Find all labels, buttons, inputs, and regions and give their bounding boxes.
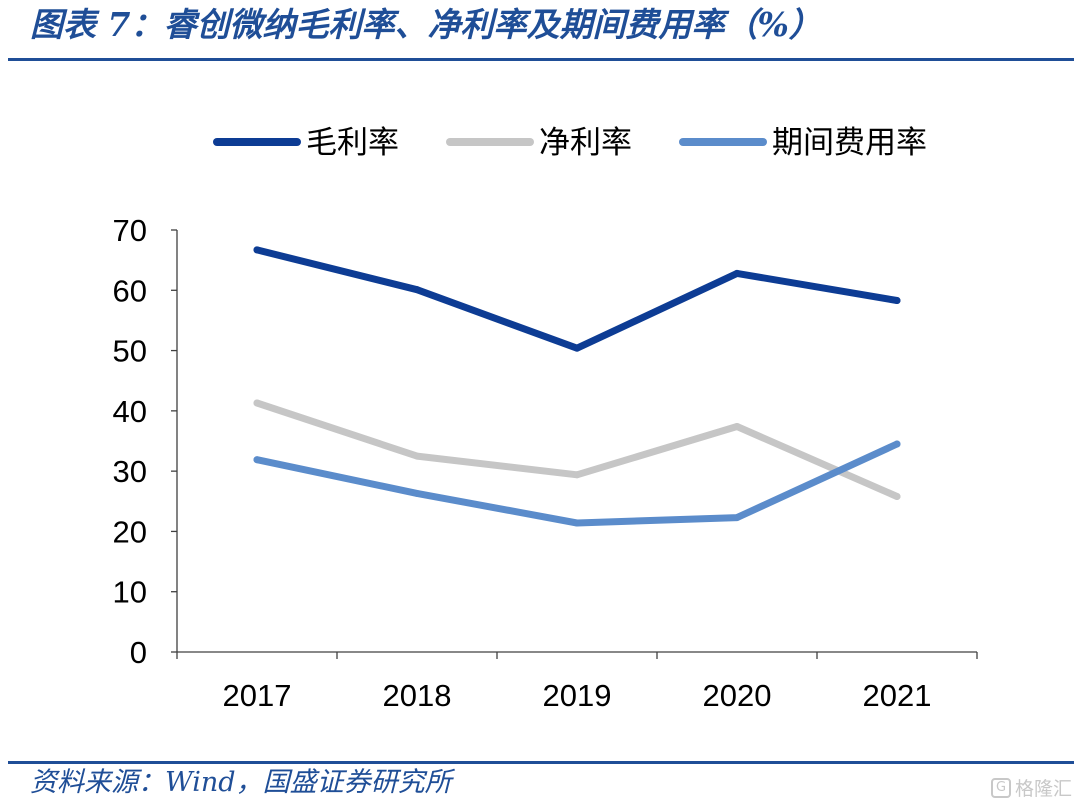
x-tick-label: 2021 [863,678,932,713]
series-0-point [573,344,581,352]
x-tick-label: 2017 [223,678,292,713]
series-0-point [893,297,901,305]
watermark-text: 格隆汇 [1014,778,1072,800]
chart-title: 图表 7：睿创微纳毛利率、净利率及期间费用率（%） [30,5,822,44]
title-divider [8,58,1074,61]
series-1-point [893,492,901,500]
series-1-point [253,399,261,407]
series-0-point [413,286,421,294]
line-chart: 毛利率 净利率 期间费用率 0 10 20 30 40 50 60 70 2017 2018 2019 2… [113,125,978,713]
source-note: 资料来源：Wind，国盛证券研究所 [30,767,452,798]
series-1-point [413,452,421,460]
series-0-point [733,269,741,277]
chart-series [253,246,901,527]
series-2-point [573,519,581,527]
chart-axes: 0 10 20 30 40 50 60 70 2017 2018 2019 2020 2021 [113,213,978,713]
y-tick-label: 10 [113,575,147,610]
series-2-point [253,456,261,464]
y-tick-label: 60 [113,273,147,308]
watermark: G 格隆汇 [990,774,1072,801]
y-tick-label: 50 [113,334,147,369]
series-0-point [253,246,261,254]
series-line-0 [253,246,901,352]
x-tick-label: 2018 [383,678,452,713]
x-tick-label: 2019 [543,678,612,713]
series-2-point [733,514,741,522]
y-tick-label: 40 [113,394,147,429]
series-1-point [733,423,741,431]
y-tick-label: 20 [113,514,147,549]
legend-label: 毛利率 [306,125,399,161]
series-2-point [413,489,421,497]
y-tick-label: 70 [113,213,147,248]
chart-legend: 毛利率 净利率 期间费用率 [213,125,927,161]
y-tick-label: 30 [113,454,147,489]
series-1-point [573,471,581,479]
legend-label: 净利率 [539,125,632,161]
legend-label: 期间费用率 [772,125,927,161]
x-tick-label: 2020 [703,678,772,713]
y-tick-label: 0 [130,635,147,670]
source-divider [8,761,1074,764]
series-2-point [893,440,901,448]
watermark-logo-icon: G [990,777,1011,798]
